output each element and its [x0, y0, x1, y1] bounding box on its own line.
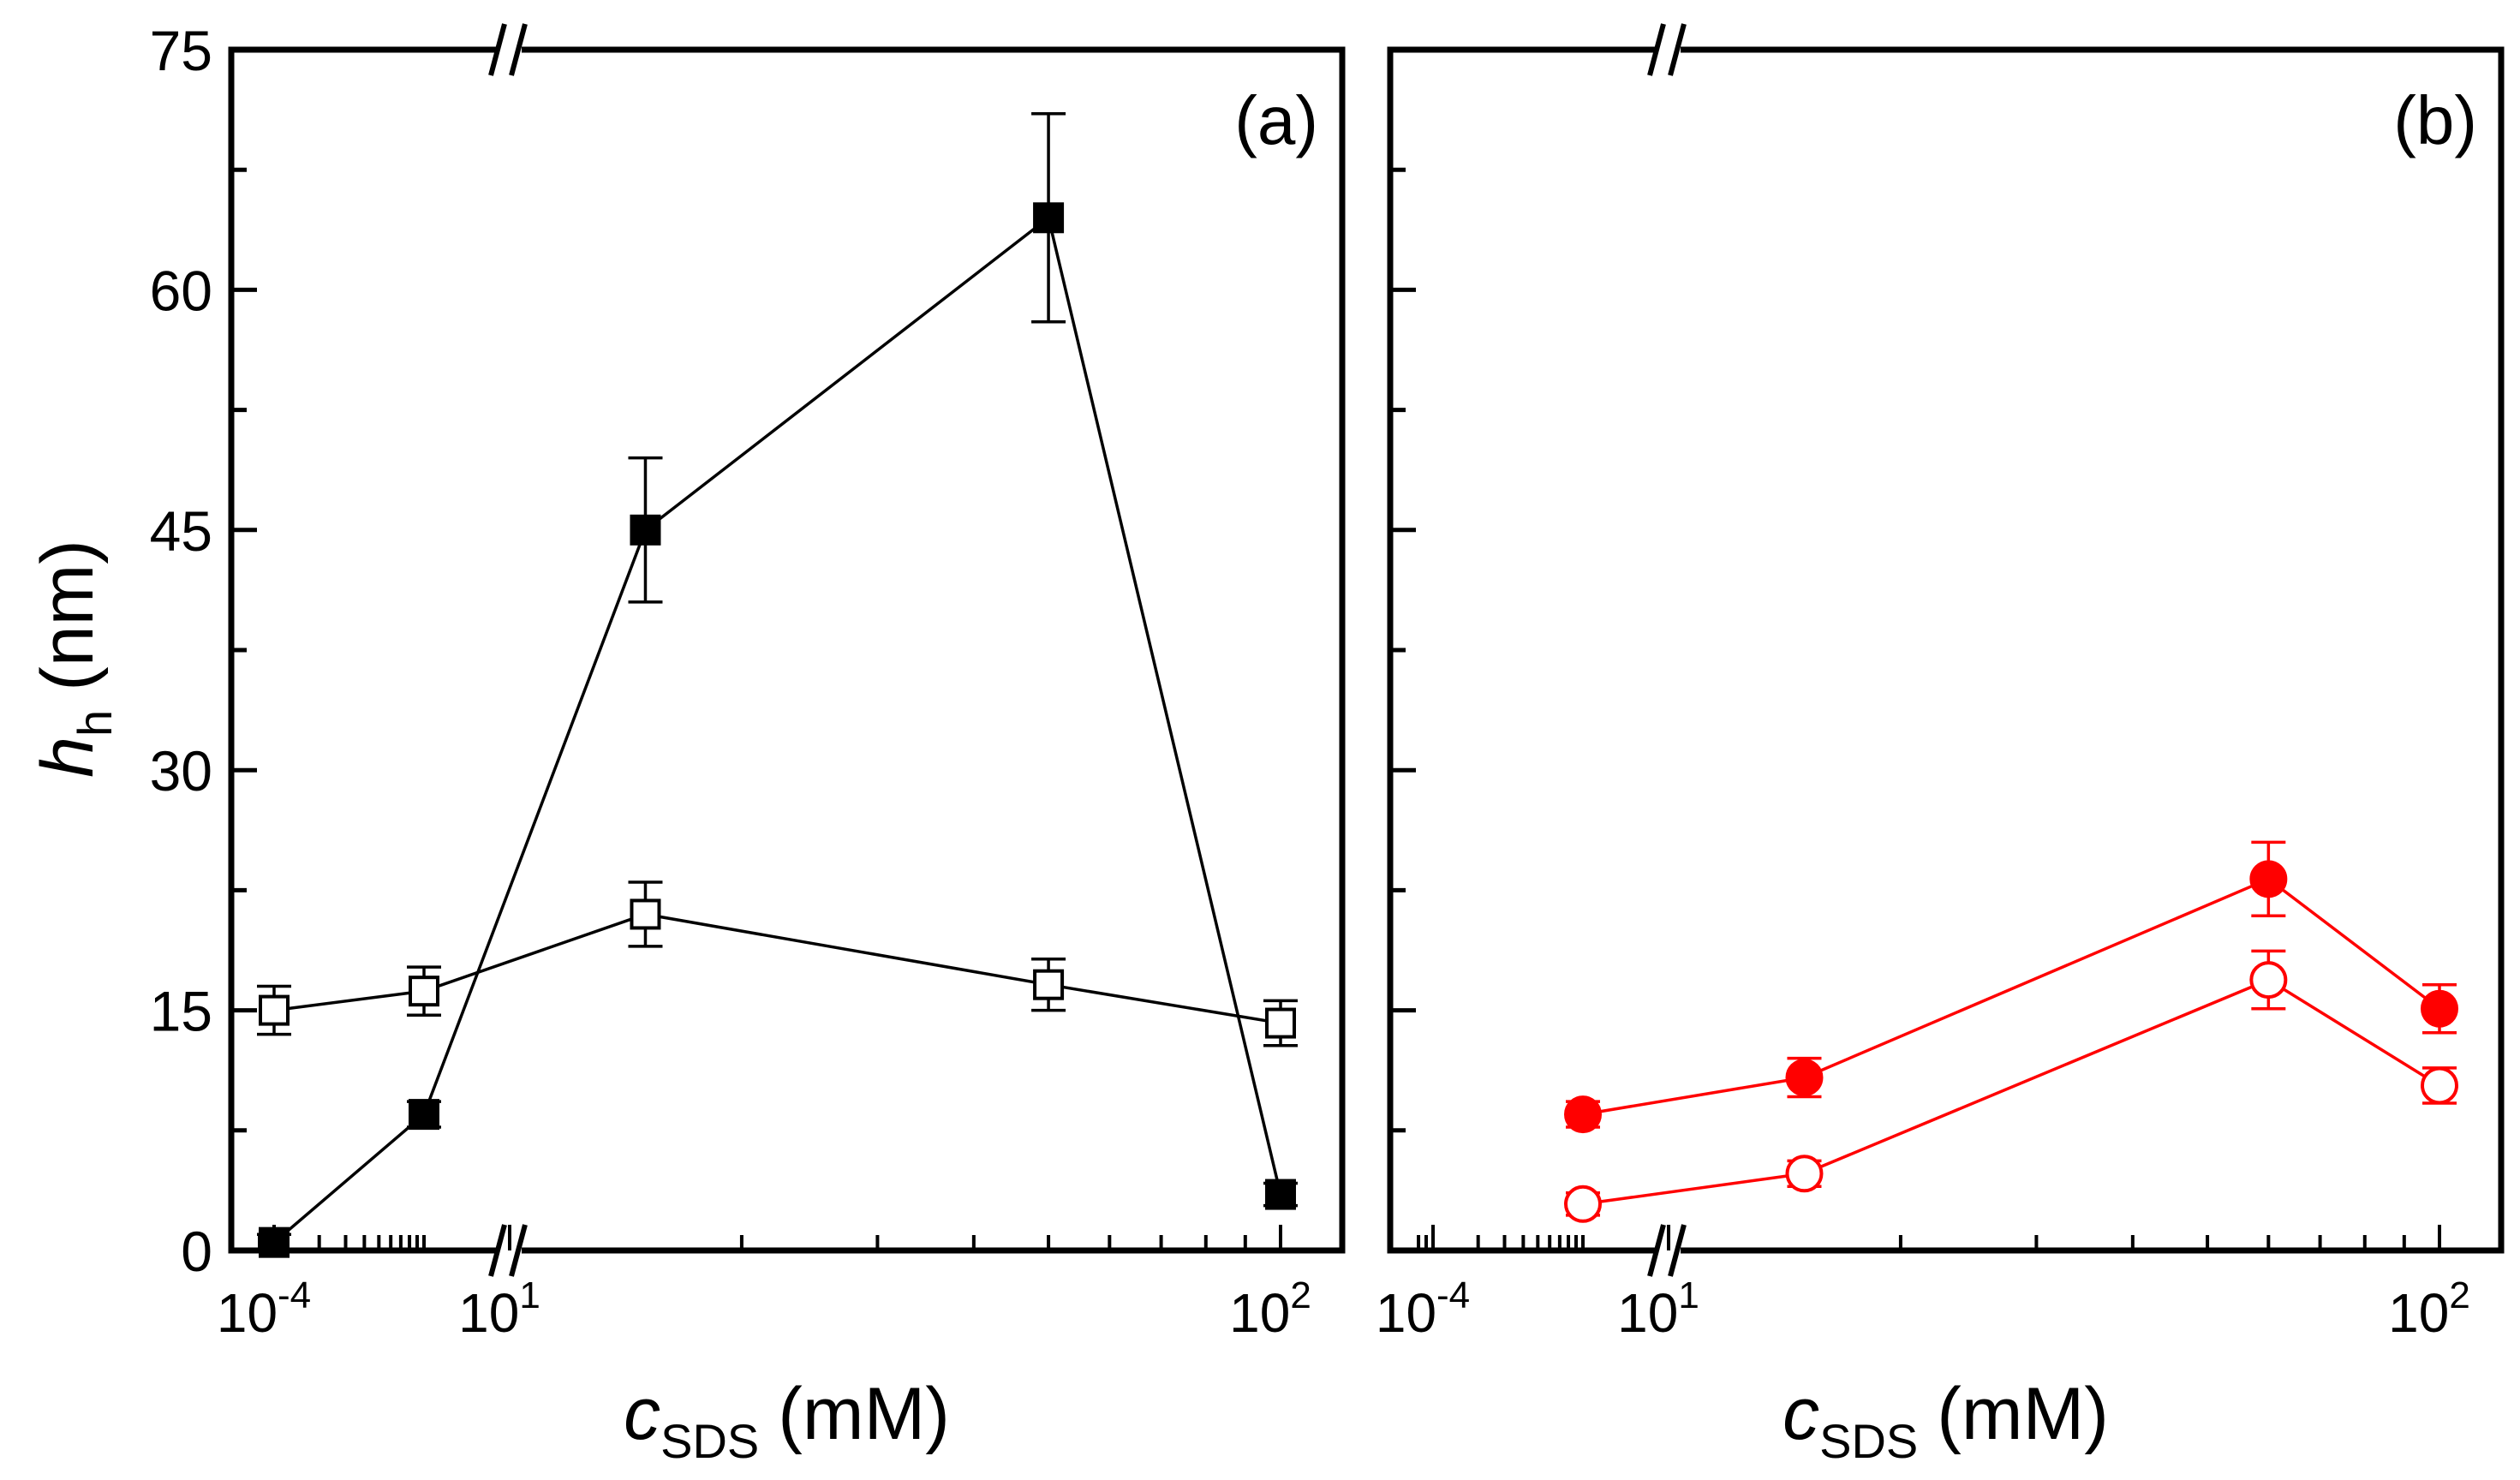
x-tick-label: 10-4 — [1376, 1274, 1470, 1344]
x-tick-label: 101 — [458, 1274, 540, 1344]
y-axis-label: hh (nm) — [27, 540, 122, 778]
x-tick-label: 101 — [1617, 1274, 1699, 1344]
data-point — [2249, 860, 2288, 898]
data-point — [630, 514, 661, 546]
x-axis-label-symbol: c — [624, 1373, 660, 1455]
top-axis-break-mark — [1647, 23, 1687, 76]
data-point — [259, 1226, 290, 1258]
y-axis-label-symbol: h — [27, 737, 109, 778]
data-point — [1265, 1007, 1296, 1039]
x-axis-label: cSDS (mM) — [1783, 1373, 2109, 1468]
top-axis-break-mark — [488, 23, 528, 76]
data-point — [1033, 969, 1065, 1000]
y-tick-label: 45 — [150, 499, 212, 563]
x-tick-base: 10 — [217, 1282, 278, 1344]
series-0 — [1564, 840, 2458, 1134]
x-tick-exponent: 2 — [2449, 1274, 2469, 1316]
x-tick-exponent: -4 — [1436, 1274, 1470, 1316]
series-line-segment — [2267, 877, 2441, 1011]
x-tick-label: 102 — [1229, 1274, 1311, 1344]
series-line-segment — [2267, 978, 2440, 1087]
x-tick-label: 102 — [2388, 1274, 2470, 1344]
series-line-segment — [1047, 217, 1282, 1195]
data-point — [2421, 1066, 2458, 1105]
data-point — [1564, 1095, 1602, 1134]
x-tick-base: 10 — [458, 1282, 519, 1344]
y-axis-label-unit: (nm) — [27, 540, 109, 691]
series-line-segment — [1048, 982, 1281, 1025]
x-tick-label: 10-4 — [217, 1274, 311, 1344]
panel-label: (b) — [2393, 82, 2477, 158]
x-tick-base: 10 — [1376, 1282, 1436, 1344]
x-axis-label-subscript: SDS — [660, 1414, 759, 1468]
series-line-segment — [1803, 978, 2270, 1175]
data-point — [409, 1099, 439, 1131]
data-point — [1785, 1059, 1824, 1097]
y-axis-label-subscript: h — [68, 710, 122, 737]
series-line-segment — [273, 989, 425, 1012]
x-tick-base: 10 — [1617, 1282, 1678, 1344]
series-line-segment — [422, 529, 648, 1115]
series-line-segment — [1582, 1172, 1805, 1206]
x-tick-exponent: 1 — [519, 1274, 540, 1316]
series-line-segment — [1803, 877, 2270, 1079]
series-line-segment — [272, 1113, 426, 1244]
x-tick-exponent: 2 — [1290, 1274, 1311, 1316]
x-axis-label-unit: (mM) — [778, 1373, 950, 1455]
series-1 — [1564, 949, 2458, 1223]
x-tick-base: 10 — [1229, 1282, 1290, 1344]
series-line-segment — [423, 912, 647, 993]
plot-frame — [228, 46, 1346, 1254]
x-tick-exponent: -4 — [278, 1274, 311, 1316]
data-point — [1564, 1185, 1602, 1223]
data-point — [409, 976, 439, 1007]
panel-label: (a) — [1234, 82, 1318, 158]
y-tick-label: 0 — [181, 1220, 212, 1283]
x-axis-label-unit: (mM) — [1937, 1373, 2109, 1455]
data-point — [2421, 989, 2458, 1028]
series-line-segment — [645, 912, 1049, 987]
data-point — [1785, 1155, 1824, 1193]
data-point — [1265, 1179, 1296, 1210]
series-0 — [257, 112, 1298, 1258]
series-1 — [257, 880, 1298, 1047]
x-axis-label-symbol: c — [1783, 1373, 1819, 1455]
data-point — [2249, 961, 2288, 1000]
y-tick-label: 30 — [150, 739, 212, 803]
y-tick-label: 75 — [150, 19, 212, 82]
y-tick-label: 15 — [150, 980, 212, 1043]
x-tick-base: 10 — [2388, 1282, 2449, 1344]
y-tick-label: 60 — [150, 259, 212, 322]
series-line-segment — [644, 216, 1050, 532]
x-axis-label-subscript: SDS — [1819, 1414, 1918, 1468]
series-line-segment — [1582, 1076, 1805, 1116]
bottom-axis-break-mark — [1647, 1224, 1687, 1277]
data-point — [1033, 202, 1065, 234]
x-tick-exponent: 1 — [1678, 1274, 1699, 1316]
plot-frame — [1387, 46, 2505, 1254]
x-axis-label: cSDS (mM) — [624, 1373, 950, 1468]
data-point — [630, 898, 661, 930]
bottom-axis-break-mark — [488, 1224, 528, 1277]
data-point — [259, 994, 290, 1026]
